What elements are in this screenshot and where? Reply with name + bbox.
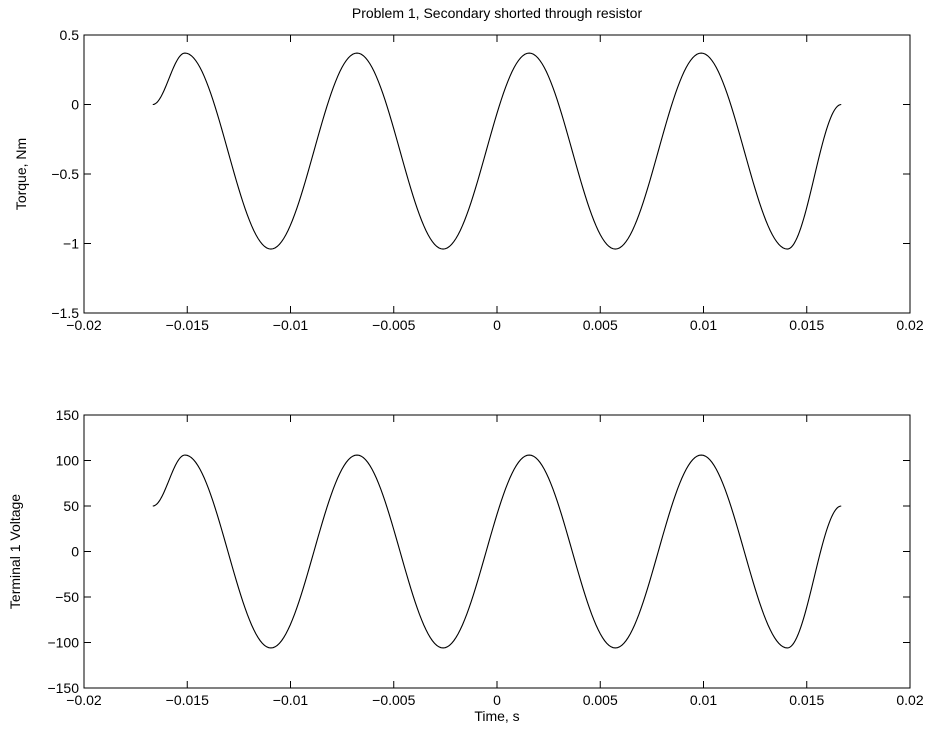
y-tick-label: −0.5: [51, 166, 79, 182]
x-tick-label: −0.015: [166, 317, 209, 333]
y-tick-label: −150: [47, 680, 79, 696]
y-tick-label: 150: [56, 407, 80, 423]
y-tick-label: 0: [71, 97, 79, 113]
y-tick-label: 0: [71, 544, 79, 560]
x-tick-label: 0.015: [789, 692, 824, 708]
x-tick-label: 0: [493, 317, 501, 333]
x-tick-label: −0.005: [372, 692, 415, 708]
x-tick-label: 0: [493, 692, 501, 708]
torque-series-line: [152, 52, 842, 250]
y-tick-label: −50: [55, 589, 79, 605]
y-tick-label: −1: [63, 236, 79, 252]
y-tick-label: 100: [56, 453, 80, 469]
y-axis-label: Terminal 1 Voltage: [7, 494, 23, 609]
x-tick-label: 0.015: [789, 317, 824, 333]
x-tick-label: 0.02: [896, 317, 923, 333]
x-tick-label: −0.01: [273, 692, 309, 708]
x-tick-label: −0.005: [372, 317, 415, 333]
x-tick-label: 0.005: [583, 692, 618, 708]
x-tick-label: −0.02: [66, 317, 102, 333]
axes-frame: [83, 414, 911, 689]
x-axis-label: Time, s: [474, 708, 519, 724]
y-tick-label: 0.5: [60, 27, 80, 43]
y-tick-label: −100: [47, 635, 79, 651]
x-tick-label: 0.005: [583, 317, 618, 333]
y-axis-label: Torque, Nm: [13, 138, 29, 210]
x-tick-label: 0.02: [896, 692, 923, 708]
voltage-axes: −0.02 −0.015 −0.01 −0.005 0 0.005 0.01 0.015 0.0…: [7, 407, 924, 724]
y-tick-label: 50: [63, 498, 79, 514]
figure-title: Problem 1, Secondary shorted through res…: [352, 5, 643, 21]
x-tick-label: −0.01: [273, 317, 309, 333]
x-tick-label: −0.02: [66, 692, 102, 708]
torque-axes: −0.02 −0.015 −0.01 −0.005 0 0.005 0.01 0.015 0.0…: [13, 27, 924, 333]
x-tick-label: 0.01: [690, 692, 717, 708]
x-tick-label: 0.01: [690, 317, 717, 333]
voltage-series-line: [152, 454, 842, 649]
x-tick-label: −0.015: [166, 692, 209, 708]
axes-frame: [83, 34, 911, 314]
y-tick-label: −1.5: [51, 305, 79, 321]
